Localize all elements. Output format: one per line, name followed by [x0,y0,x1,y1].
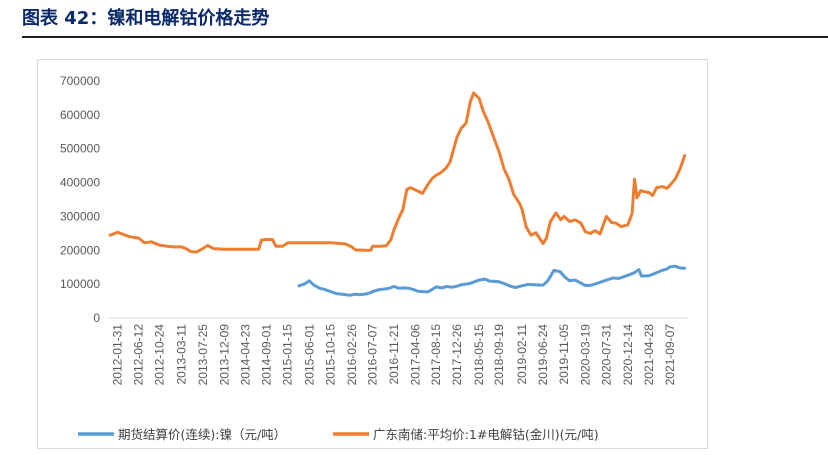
legend: 期货结算价(连续):镍（元/吨） 广东南储:平均价:1#电解钴(金川)(元/吨) [78,427,599,442]
chart-frame [37,59,708,449]
y-tick-label: 0 [93,311,100,325]
y-tick-label: 400000 [60,176,100,190]
x-tick-label: 2015-01-15 [281,324,295,386]
x-tick-label: 2017-08-15 [429,324,443,386]
x-tick-label: 2016-02-26 [345,324,359,386]
x-tick-label: 2013-07-25 [196,324,210,386]
x-tick-label: 2017-12-26 [450,324,464,386]
y-tick-label: 200000 [60,243,100,257]
y-tick-label: 100000 [60,277,100,291]
x-tick-label: 2016-07-07 [366,324,380,386]
x-tick-label: 2021-09-07 [663,324,677,386]
y-axis: 700000 600000 500000 400000 300000 200000 1000… [60,74,100,325]
x-tick-label: 2018-05-15 [472,324,486,386]
x-axis: 2012-01-31 2012-06-12 2012-10-24 2013-03-11… [111,324,677,386]
x-tick-label: 2019-11-05 [557,324,571,385]
x-tick-label: 2012-10-24 [153,324,167,386]
figure-title: 图表 42：镍和电解钴价格走势 [22,8,270,29]
x-tick-label: 2020-12-14 [621,324,635,386]
x-tick-label: 2020-07-31 [599,324,613,386]
x-tick-label: 2012-01-31 [111,324,125,386]
x-tick-label: 2015-10-15 [324,324,338,386]
x-tick-label: 2017-04-06 [409,324,423,386]
series-line-2 [108,91,687,254]
series-line-1 [297,264,687,297]
x-tick-label: 2013-03-11 [174,324,188,385]
y-tick-label: 700000 [60,74,100,88]
x-tick-label: 2020-03-19 [578,324,592,386]
y-tick-label: 300000 [60,209,100,223]
x-tick-label: 2014-04-23 [239,324,253,386]
x-tick-label: 2021-04-28 [642,324,656,386]
legend-label-1: 期货结算价(连续):镍（元/吨） [118,427,286,442]
x-tick-label: 2019-06-24 [536,324,550,386]
y-tick-label: 500000 [60,142,100,156]
x-tick-label: 2019-02-11 [515,324,529,385]
x-tick-label: 2014-09-01 [259,324,273,386]
x-tick-label: 2012-06-12 [132,324,146,386]
x-tick-label: 2015-06-01 [302,324,316,386]
y-tick-label: 600000 [60,108,100,122]
x-tick-label: 2016-11-21 [387,324,401,385]
legend-label-2: 广东南储:平均价:1#电解钴(金川)(元/吨) [373,427,599,442]
title-divider [22,36,828,38]
series-lines [108,91,687,297]
x-tick-label: 2018-09-19 [492,324,506,386]
x-tick-label: 2013-12-09 [217,324,231,386]
